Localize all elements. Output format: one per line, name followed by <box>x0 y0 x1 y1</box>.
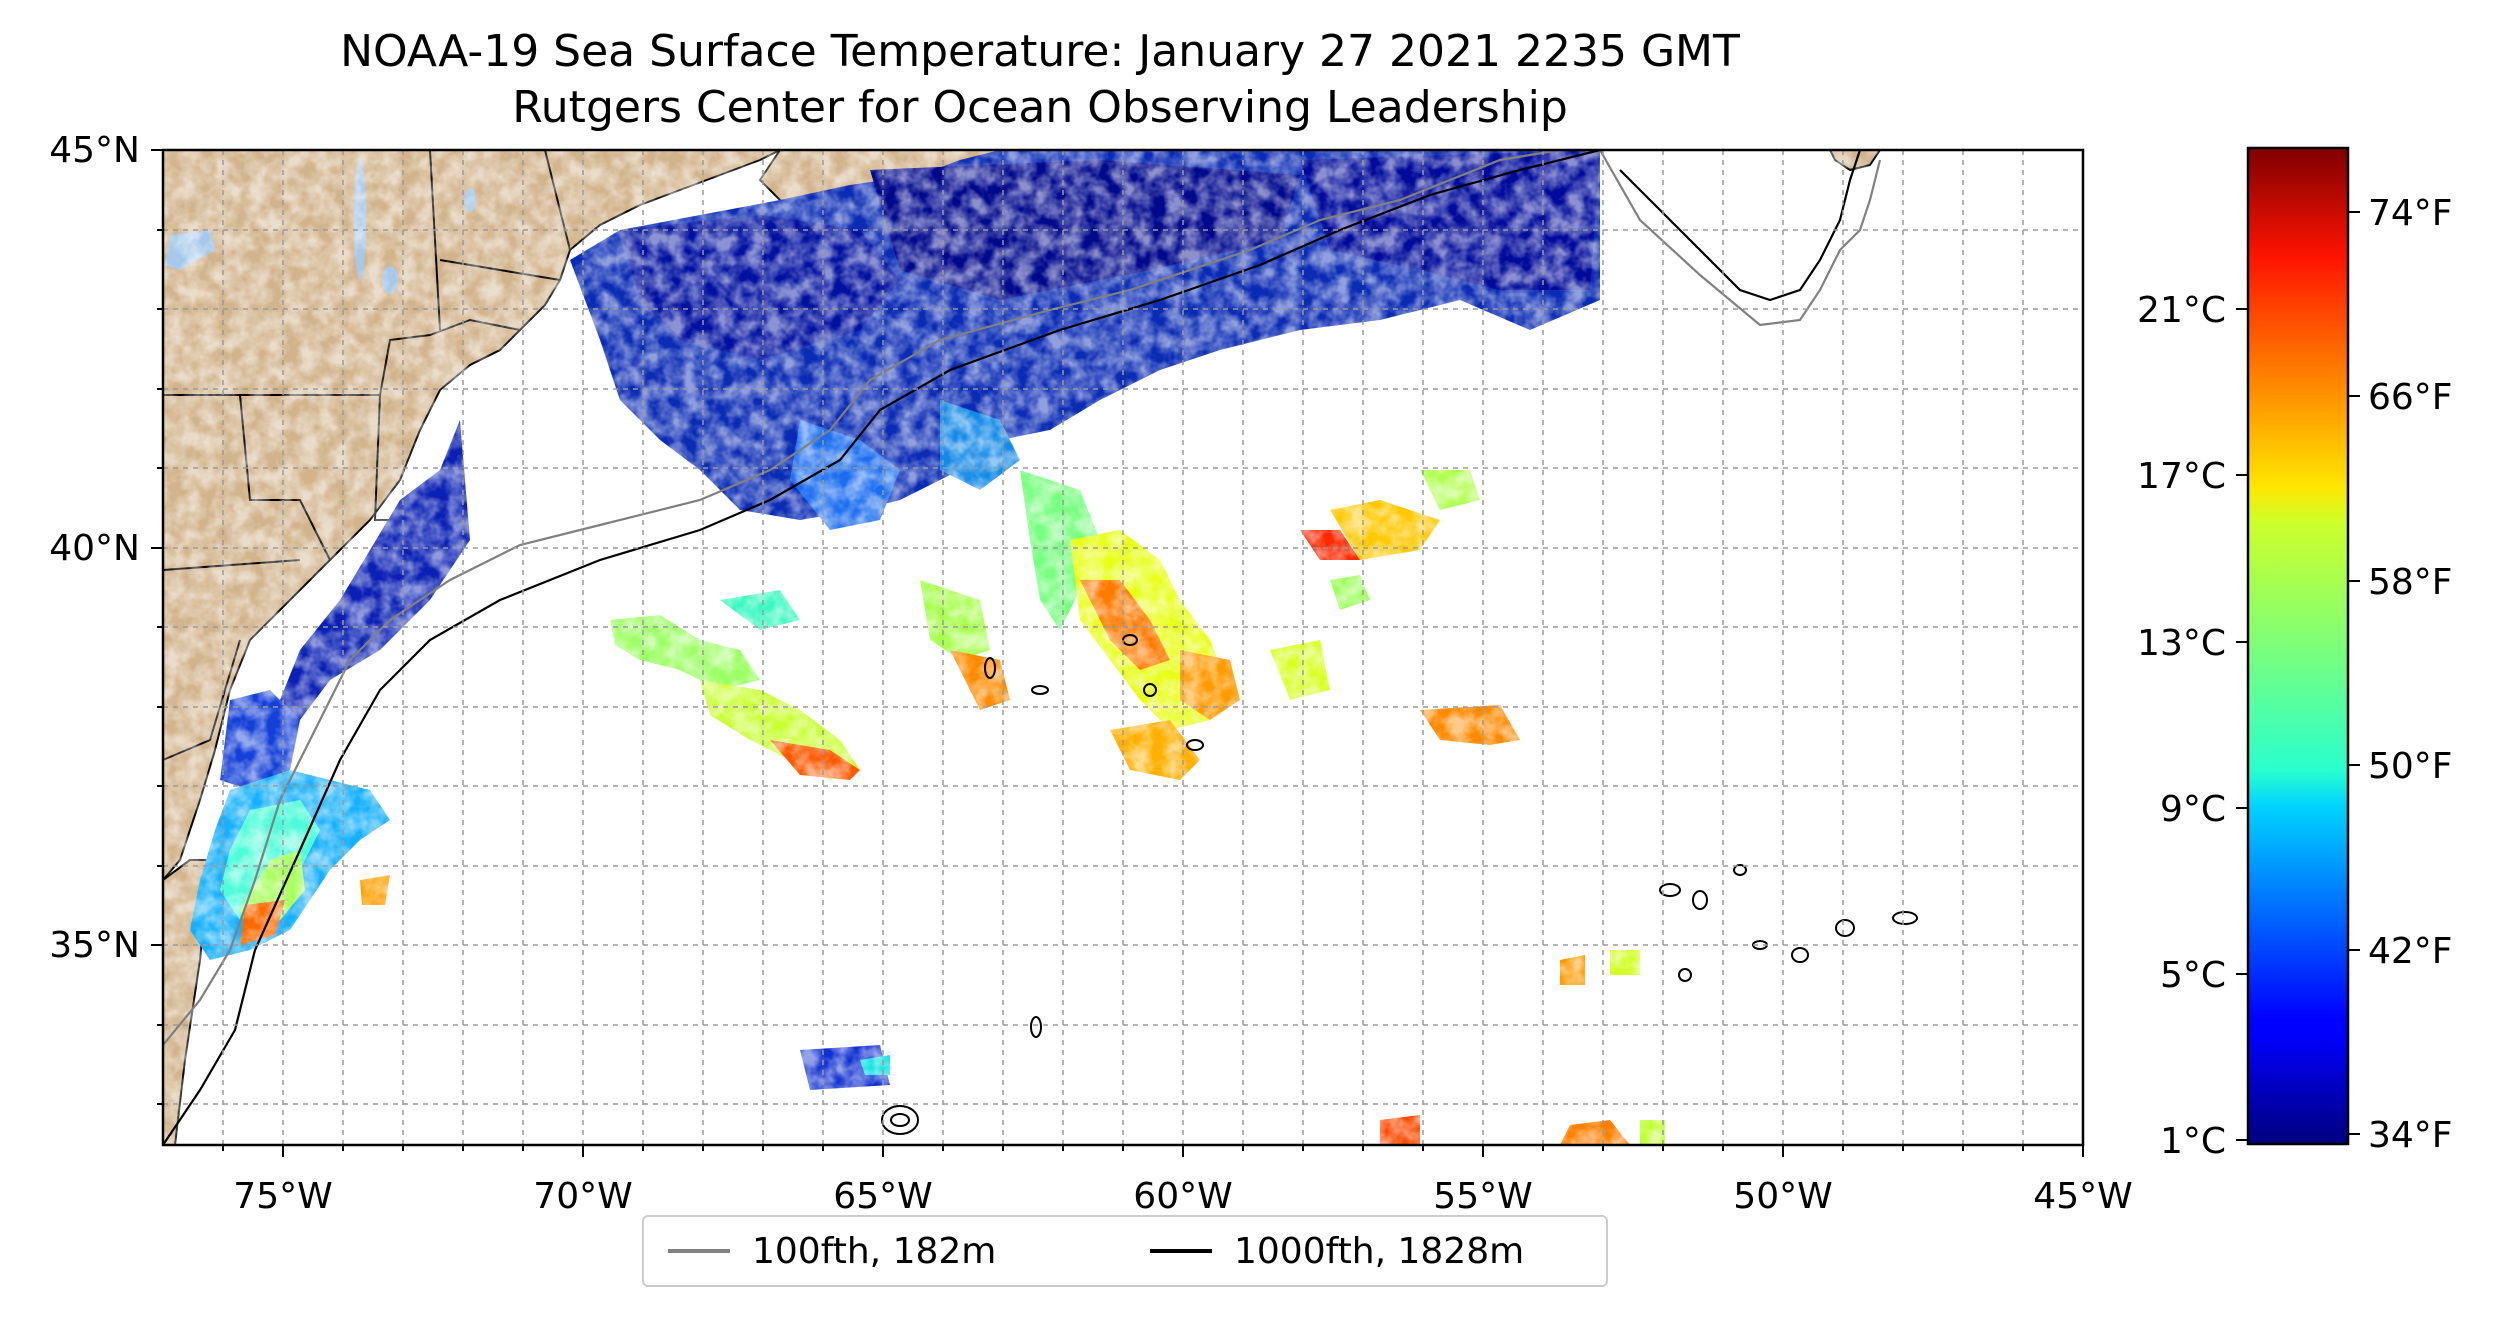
x-tick-label: 50°W <box>1733 1176 1832 1217</box>
y-tick-label: 40°N <box>49 528 140 569</box>
map-title: NOAA-19 Sea Surface Temperature: January… <box>340 26 1740 77</box>
x-tick-label: 75°W <box>233 1176 332 1217</box>
gridlines <box>163 150 2083 1145</box>
colorbar-celsius-label: 21°C <box>2137 290 2226 331</box>
colorbar-celsius-label: 17°C <box>2137 456 2226 497</box>
axis-ticks <box>151 149 2084 1157</box>
isobaths <box>163 150 1882 1145</box>
colorbar-ticks <box>2236 211 2360 1141</box>
y-tick-label: 35°N <box>49 925 140 966</box>
colorbar-fahrenheit-label: 74°F <box>2368 193 2453 234</box>
isobath-1000fth <box>163 150 1601 1145</box>
legend-line-gray <box>668 1249 730 1253</box>
y-tick-label: 45°N <box>49 130 140 171</box>
legend: 100fth, 182m 1000fth, 1828m <box>642 1215 1608 1287</box>
colorbar-celsius-label: 9°C <box>2160 789 2226 830</box>
colorbar-fahrenheit-label: 66°F <box>2368 377 2453 418</box>
legend-item-100fth: 100fth, 182m <box>668 1217 996 1285</box>
isobath-100fth <box>163 150 1561 1046</box>
map-subtitle: Rutgers Center for Ocean Observing Leade… <box>512 82 1568 133</box>
legend-line-black <box>1150 1249 1212 1253</box>
map-area <box>163 150 2083 1145</box>
colorbar-fahrenheit-label: 58°F <box>2368 562 2453 603</box>
x-tick-label: 70°W <box>533 1176 632 1217</box>
x-tick-label: 45°W <box>2033 1176 2132 1217</box>
colorbar-fahrenheit-label: 42°F <box>2368 931 2453 972</box>
colorbar-fahrenheit-label: 50°F <box>2368 746 2453 787</box>
colorbar-fahrenheit-label: 34°F <box>2368 1115 2453 1156</box>
x-tick-label: 60°W <box>1133 1176 1232 1217</box>
x-tick-label: 55°W <box>1433 1176 1532 1217</box>
legend-label: 100fth, 182m <box>752 1230 997 1272</box>
legend-label: 1000fth, 1828m <box>1234 1230 1525 1272</box>
colorbar-celsius-label: 1°C <box>2160 1121 2226 1162</box>
colorbar-celsius-label: 13°C <box>2137 623 2226 664</box>
colorbar-celsius-label: 5°C <box>2160 955 2226 996</box>
legend-item-1000fth: 1000fth, 1828m <box>1150 1217 1524 1285</box>
colorbar <box>2246 146 2350 1146</box>
x-tick-label: 65°W <box>833 1176 932 1217</box>
